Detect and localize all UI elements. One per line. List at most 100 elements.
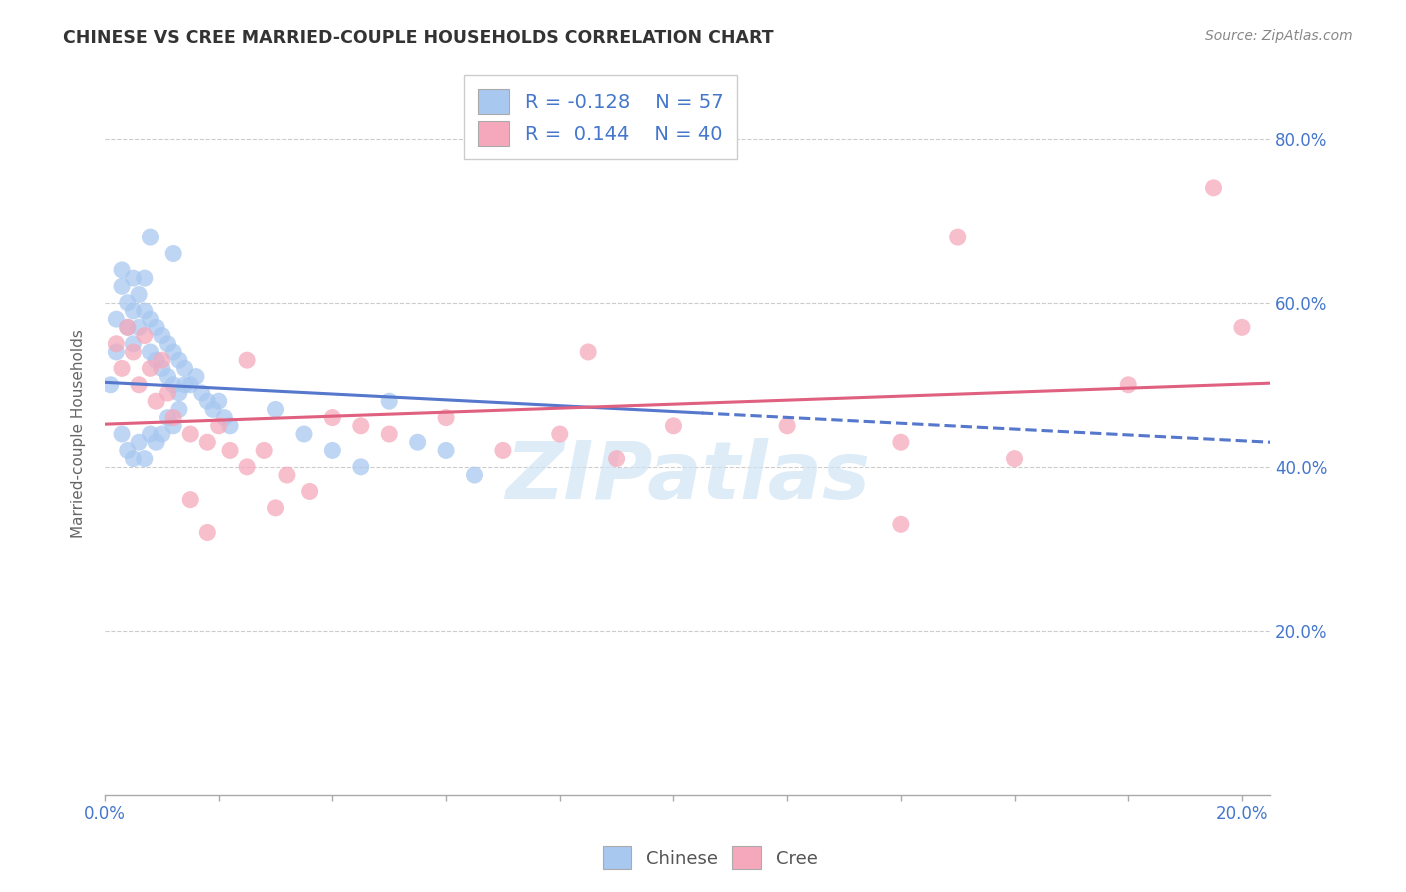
Point [167, 353, 190, 368]
Point [156, 410, 179, 425]
Point [117, 320, 139, 334]
Point [105, 345, 128, 359]
Point [195, 394, 218, 409]
Point [162, 246, 184, 260]
Point [150, 427, 173, 442]
Point [156, 386, 179, 401]
Point [139, 230, 162, 244]
Point [134, 271, 156, 285]
Point [145, 435, 167, 450]
Point [321, 410, 343, 425]
Point [122, 336, 145, 351]
Point [890, 435, 912, 450]
Point [134, 328, 156, 343]
Point [128, 287, 150, 301]
Point [264, 500, 287, 515]
Point [111, 263, 134, 277]
Point [350, 418, 373, 433]
Point [195, 435, 218, 450]
Point [139, 427, 162, 442]
Text: CHINESE VS CREE MARRIED-COUPLE HOUSEHOLDS CORRELATION CHART: CHINESE VS CREE MARRIED-COUPLE HOUSEHOLD… [63, 29, 773, 46]
Point [162, 377, 184, 392]
Point [195, 525, 218, 540]
Point [890, 517, 912, 532]
Point [350, 459, 373, 474]
Point [162, 345, 184, 359]
Point [236, 459, 259, 474]
Point [292, 427, 315, 442]
Point [434, 443, 457, 458]
Point [492, 443, 515, 458]
Point [606, 451, 628, 466]
Point [128, 377, 150, 392]
Point [298, 484, 321, 499]
Point [134, 304, 156, 318]
Point [117, 443, 139, 458]
Point [128, 435, 150, 450]
Point [208, 394, 231, 409]
Point [236, 353, 259, 368]
Point [173, 377, 195, 392]
Point [167, 386, 190, 401]
Point [179, 427, 201, 442]
Point [179, 377, 201, 392]
Text: ZIPatlas: ZIPatlas [505, 438, 870, 516]
Point [128, 320, 150, 334]
Point [253, 443, 276, 458]
Point [139, 361, 162, 376]
Point [122, 271, 145, 285]
Point [378, 394, 401, 409]
Point [406, 435, 429, 450]
Point [139, 312, 162, 326]
Point [1202, 181, 1225, 195]
Point [276, 468, 298, 483]
Point [434, 410, 457, 425]
Y-axis label: Married-couple Households: Married-couple Households [72, 329, 86, 539]
Point [150, 353, 173, 368]
Point [150, 361, 173, 376]
Point [219, 443, 242, 458]
Point [122, 304, 145, 318]
Point [179, 492, 201, 507]
Point [201, 402, 224, 417]
Point [776, 418, 799, 433]
Point [139, 345, 162, 359]
Point [1230, 320, 1253, 334]
Point [134, 451, 156, 466]
Point [576, 345, 599, 359]
Point [463, 468, 485, 483]
Text: Source: ZipAtlas.com: Source: ZipAtlas.com [1205, 29, 1353, 43]
Point [105, 312, 128, 326]
Point [145, 353, 167, 368]
Legend: Chinese, Cree: Chinese, Cree [593, 838, 827, 879]
Point [208, 418, 231, 433]
Point [219, 418, 242, 433]
Point [117, 320, 139, 334]
Point [214, 410, 236, 425]
Point [117, 295, 139, 310]
Point [1004, 451, 1026, 466]
Point [100, 377, 122, 392]
Point [111, 361, 134, 376]
Point [946, 230, 969, 244]
Point [173, 361, 195, 376]
Point [162, 410, 184, 425]
Point [190, 386, 212, 401]
Point [162, 418, 184, 433]
Point [145, 320, 167, 334]
Point [122, 345, 145, 359]
Point [105, 336, 128, 351]
Point [548, 427, 571, 442]
Point [321, 443, 343, 458]
Point [145, 394, 167, 409]
Point [662, 418, 685, 433]
Point [264, 402, 287, 417]
Point [184, 369, 207, 384]
Point [156, 369, 179, 384]
Point [156, 336, 179, 351]
Point [1116, 377, 1139, 392]
Point [167, 402, 190, 417]
Point [378, 427, 401, 442]
Point [111, 279, 134, 293]
Point [150, 328, 173, 343]
